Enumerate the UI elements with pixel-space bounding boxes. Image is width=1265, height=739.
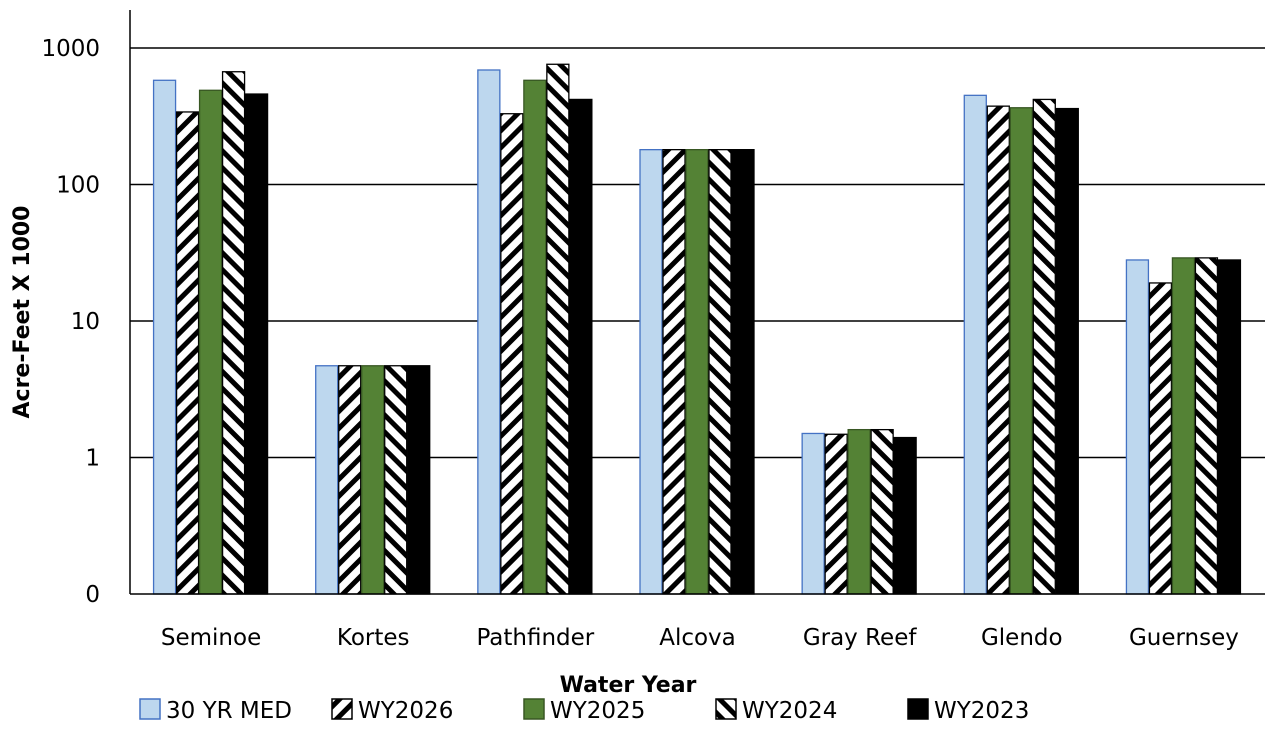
legend-label: WY2026 <box>358 698 453 724</box>
x-tick-label: Kortes <box>337 625 410 651</box>
legend-label: WY2025 <box>550 698 645 724</box>
bar-alcova-30-yr-med <box>639 149 663 595</box>
bar-kortes-wy2025 <box>361 365 385 595</box>
bar-pathfinder-wy2023 <box>569 98 593 595</box>
bar-guernsey-wy2023 <box>1217 259 1242 595</box>
bar-glendo-wy2026 <box>986 105 1010 595</box>
x-tick-label: Seminoe <box>161 625 261 651</box>
legend-swatch <box>331 698 353 720</box>
y-tick-label: 10 <box>71 309 100 335</box>
x-axis-title: Water Year <box>560 673 697 698</box>
bar-kortes-wy2026 <box>338 365 362 595</box>
bar-pathfinder-30-yr-med <box>477 69 501 595</box>
legend: 30 YR MED WY2026 WY2025 WY2024 WY2023 <box>139 698 1029 724</box>
bar-seminoe-wy2024 <box>221 71 246 595</box>
bar-guernsey-30-yr-med <box>1125 259 1150 595</box>
bar-gray-reef-wy2024 <box>870 428 894 595</box>
bar-glendo-wy2023 <box>1055 107 1079 595</box>
legend-swatch <box>907 698 929 720</box>
bar-pathfinder-wy2025 <box>523 79 547 595</box>
x-tick-label: Gray Reef <box>803 625 918 651</box>
bar-gray-reef-30-yr-med <box>801 432 825 595</box>
bar-kortes-30-yr-med <box>315 365 339 595</box>
bar-seminoe-30-yr-med <box>152 79 177 595</box>
bar-pathfinder-wy2026 <box>500 113 524 595</box>
y-tick-label: 1 <box>85 446 100 472</box>
bar-guernsey-wy2024 <box>1194 257 1219 595</box>
bar-alcova-wy2024 <box>708 149 732 595</box>
y-axis-title: Acre-Feet X 1000 <box>10 206 35 419</box>
bar-gray-reef-wy2026 <box>824 433 848 595</box>
bar-seminoe-wy2025 <box>198 89 223 595</box>
bar-glendo-wy2025 <box>1009 107 1033 595</box>
legend-label: 30 YR MED <box>166 698 292 724</box>
legend-swatch <box>139 698 161 720</box>
y-tick-label: 100 <box>56 173 100 199</box>
bar-alcova-wy2026 <box>662 149 686 595</box>
bar-guernsey-wy2026 <box>1148 282 1173 595</box>
legend-swatch <box>715 698 737 720</box>
bar-seminoe-wy2023 <box>244 93 269 595</box>
x-tick-label: Glendo <box>981 625 1063 651</box>
x-tick-label: Guernsey <box>1129 625 1239 651</box>
x-tick-label: Pathfinder <box>476 625 594 651</box>
legend-label: WY2023 <box>934 698 1029 724</box>
legend-label: WY2024 <box>742 698 837 724</box>
y-tick-label: 0 <box>85 582 100 608</box>
bar-guernsey-wy2025 <box>1171 257 1196 595</box>
bar-alcova-wy2025 <box>685 149 709 595</box>
bar-glendo-wy2024 <box>1032 98 1056 595</box>
bar-gray-reef-wy2023 <box>893 436 917 595</box>
bar-gray-reef-wy2025 <box>847 428 871 595</box>
bar-seminoe-wy2026 <box>175 111 200 595</box>
bar-kortes-wy2024 <box>384 365 408 595</box>
bar-kortes-wy2023 <box>407 365 431 595</box>
bar-glendo-30-yr-med <box>963 94 987 595</box>
y-tick-label: 1000 <box>41 36 100 62</box>
x-tick-label: Alcova <box>659 625 736 651</box>
bar-pathfinder-wy2024 <box>546 63 570 595</box>
legend-swatch <box>523 698 545 720</box>
bar-alcova-wy2023 <box>731 149 755 595</box>
